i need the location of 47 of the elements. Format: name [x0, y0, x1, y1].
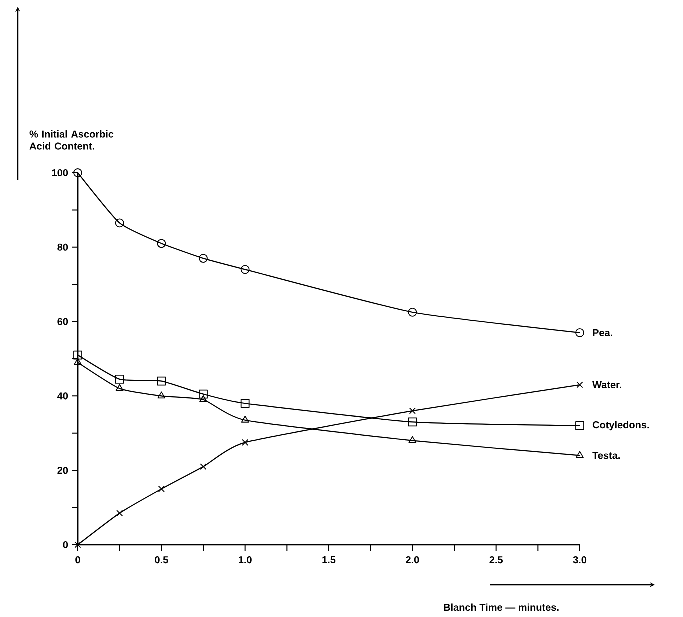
point [408, 308, 418, 317]
y-tick-label: 60 [58, 318, 68, 326]
series-label: Cotyledons. [592, 421, 650, 431]
x-axis-title: Blanch Time — minutes. [444, 604, 559, 612]
series-label: Water. [592, 382, 622, 389]
series-label: Pea. [593, 329, 612, 336]
y-axis-title: % Initial Ascorbic Acid Content. [30, 130, 114, 150]
point [115, 374, 124, 384]
y-tick-label: 20 [58, 467, 68, 474]
point [242, 439, 249, 446]
point [240, 399, 250, 408]
y-tick-label: 100 [52, 169, 68, 177]
point [408, 436, 417, 444]
x-tick-label: 1.0 [239, 556, 252, 564]
point [158, 486, 165, 492]
point [157, 239, 166, 248]
x-tick-label: 3.0 [573, 556, 587, 564]
point [576, 451, 584, 458]
point [576, 328, 584, 338]
point [408, 418, 418, 427]
point [199, 390, 208, 399]
point [240, 265, 250, 274]
point [576, 421, 584, 430]
point [74, 358, 82, 366]
y-tick-label: 40 [58, 392, 68, 400]
x-tick-label: 2.5 [490, 556, 504, 564]
point [116, 510, 124, 517]
series-label: Testa. [592, 452, 620, 460]
y-tick-label: 0 [63, 541, 68, 549]
point [158, 392, 166, 399]
point [157, 376, 166, 386]
y-tick-label: 80 [58, 244, 68, 251]
x-tick-label: 1.5 [322, 556, 336, 564]
point [74, 350, 82, 360]
point [241, 416, 250, 423]
point [200, 464, 207, 470]
point [200, 395, 208, 402]
x-tick-label: 0 [76, 556, 80, 564]
x-tick-label: 2.0 [406, 556, 420, 564]
point [116, 384, 124, 392]
point [199, 254, 208, 263]
point [115, 218, 124, 228]
point [74, 542, 82, 548]
point [74, 168, 82, 178]
x-tick-label: 0.5 [155, 556, 168, 564]
point [409, 408, 416, 414]
point [576, 382, 584, 388]
